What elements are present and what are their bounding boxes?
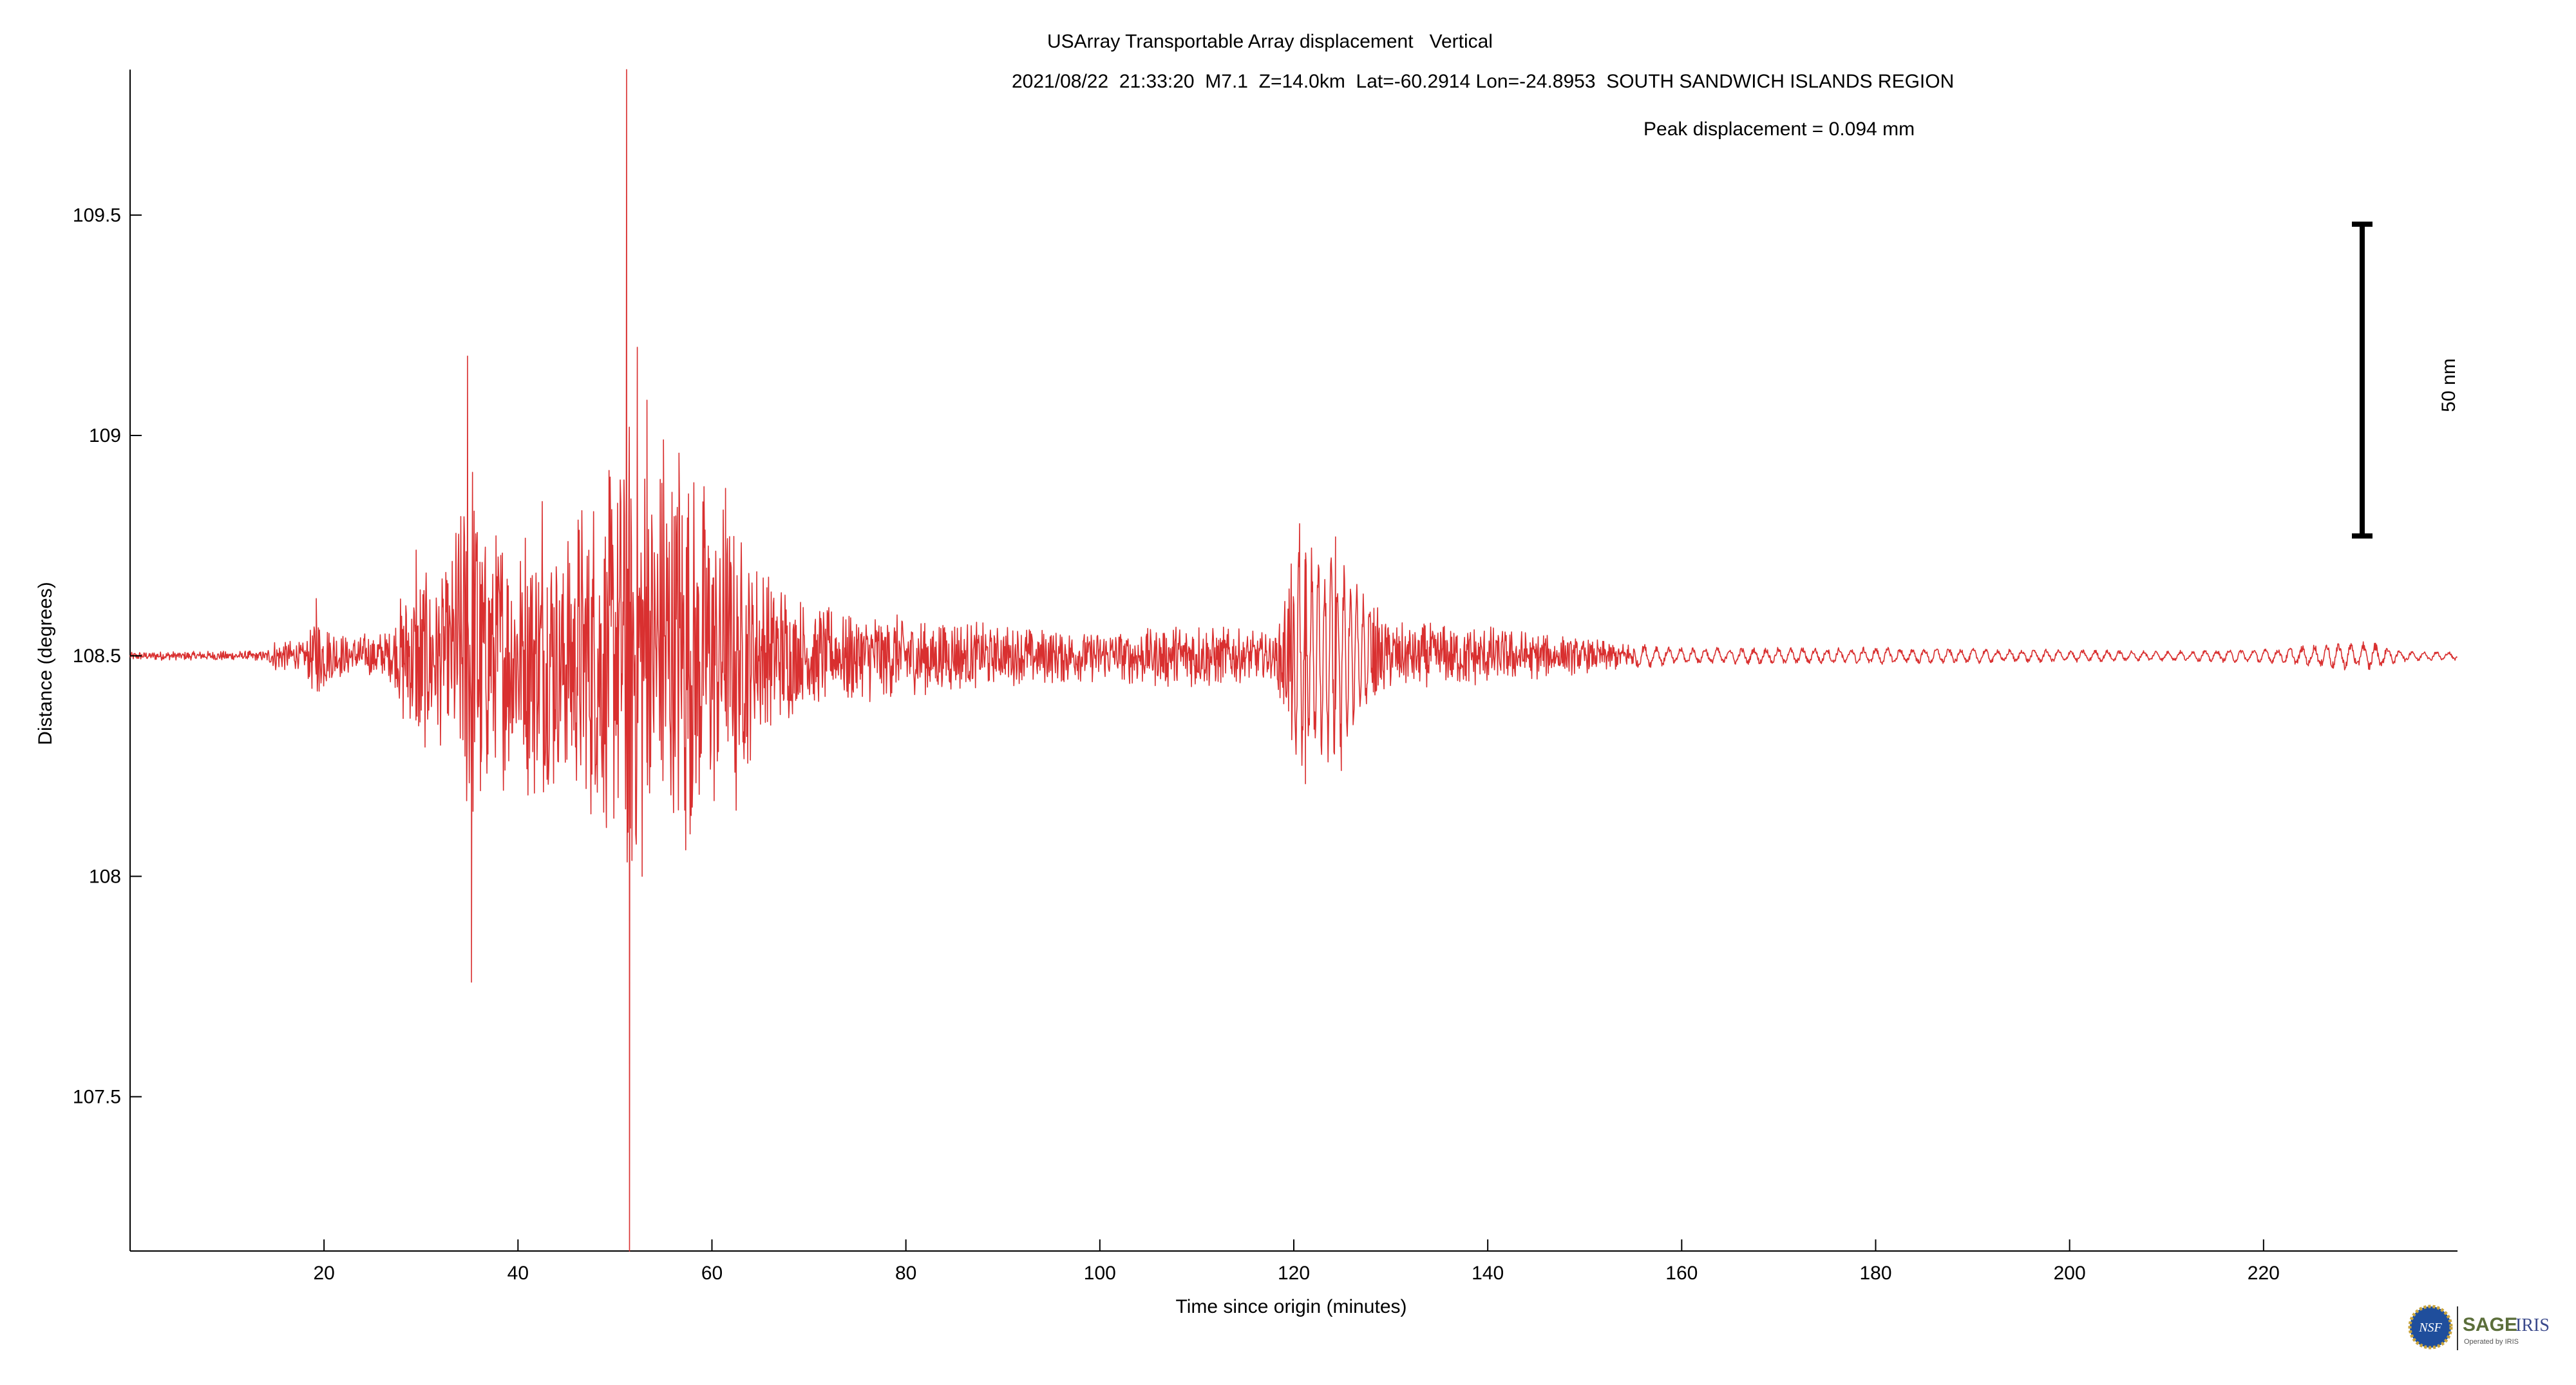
- x-tick-label: 60: [701, 1263, 723, 1284]
- y-tick-label: 109.5: [73, 205, 121, 226]
- y-tick-label: 108: [89, 866, 121, 887]
- y-tick-label: 109: [89, 425, 121, 446]
- x-tick-label: 220: [2248, 1263, 2280, 1284]
- x-tick-label: 140: [1472, 1263, 1504, 1284]
- nsf-seal-text: NSF: [2418, 1321, 2442, 1335]
- sage-wordmark: SAGE: [2463, 1314, 2517, 1335]
- trace-line: [129, 69, 2458, 1252]
- x-tick-label: 20: [313, 1263, 334, 1284]
- x-tick-label: 80: [895, 1263, 916, 1284]
- x-tick-label: 100: [1084, 1263, 1116, 1284]
- event-info: 2021/08/22 21:33:20 M7.1 Z=14.0km Lat=-6…: [1012, 71, 1955, 92]
- x-tick-label: 40: [507, 1263, 529, 1284]
- x-tick-label: 200: [2054, 1263, 2086, 1284]
- peak-displacement: Peak displacement = 0.094 mm: [1643, 119, 1915, 140]
- y-tick-label: 108.5: [73, 645, 121, 667]
- x-axis-label: Time since origin (minutes): [1176, 1296, 1407, 1317]
- x-tick-label: 160: [1665, 1263, 1698, 1284]
- scale-bar-label: 50 nm: [2438, 358, 2459, 412]
- y-axis-label: Distance (degrees): [35, 582, 56, 745]
- y-tick-label: 107.5: [73, 1086, 121, 1107]
- x-tick-label: 180: [1859, 1263, 1891, 1284]
- waveform-trace: [129, 69, 2458, 1252]
- iris-wordmark: IRIS: [2515, 1315, 2550, 1335]
- axis-ticks: 20 40 60 80 100 120 140 160 180 200 220 107.5 108 108…: [73, 205, 2280, 1284]
- sage-iris-logo: NSF SAGE IRIS Operated by IRIS: [2408, 1304, 2550, 1350]
- chart-title: USArray Transportable Array displacement…: [1047, 31, 1493, 52]
- x-tick-label: 120: [1278, 1263, 1310, 1284]
- nsf-seal-icon: [2408, 1304, 2453, 1350]
- scale-bar: 50 nm: [2352, 222, 2459, 539]
- operated-by-iris-text: Operated by IRIS: [2464, 1338, 2519, 1346]
